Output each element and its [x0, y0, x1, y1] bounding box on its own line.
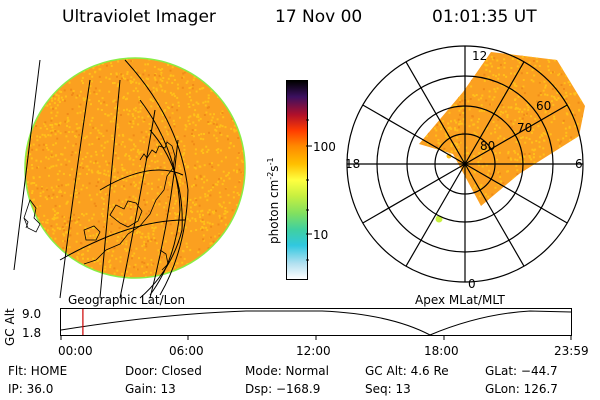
altitude-xtick-1: 06:00	[169, 344, 204, 358]
mlt-label-18: 18	[345, 157, 360, 171]
colorbar-tick-10: 10	[313, 228, 329, 242]
colorbar-tick-100: 100	[313, 140, 336, 154]
date-label: 17 Nov 00	[275, 7, 363, 27]
altitude-xtick-4: 23:59	[554, 344, 589, 358]
auroral-image	[419, 52, 585, 206]
left-panel-caption: Geographic Lat/Lon	[68, 293, 186, 307]
gain-status: Gain: 13	[125, 382, 176, 396]
seq-status: Seq: 13	[365, 382, 411, 396]
door-status: Door: Closed	[125, 364, 202, 378]
ip-status: IP: 36.0	[8, 382, 54, 396]
coastlines	[23, 141, 176, 271]
mlt-label-0: 0	[468, 277, 476, 291]
mlt-label-12: 12	[472, 49, 487, 63]
altitude-xtick-2: 12:00	[296, 344, 331, 358]
colorbar-axis	[306, 119, 312, 261]
lat-label-70: 70	[517, 121, 532, 135]
colorbar-unit-label: photon cm-2s-1	[266, 157, 281, 244]
altitude-xtick-3: 18:00	[424, 344, 459, 358]
gc-alt-status: GC Alt: 4.6 Re	[365, 364, 449, 378]
altitude-plot	[60, 308, 572, 340]
glon-status: GLon: 126.7	[485, 382, 558, 396]
glat-status: GLat: −44.7	[485, 364, 558, 378]
lat-label-80: 80	[480, 139, 495, 153]
geographic-image	[13, 57, 246, 299]
right-panel-caption: Apex MLat/MLT	[415, 293, 505, 307]
time-label: 01:01:35 UT	[432, 7, 537, 27]
lat-lon-grid	[13, 59, 189, 299]
altitude-ytick-high: 9.0	[22, 307, 42, 321]
polar-plot: 12 18 6 0 60 70 80	[345, 45, 585, 291]
altitude-ytick-low: 1.8	[22, 326, 42, 340]
altitude-curve	[60, 310, 572, 336]
dsp-status: Dsp: −168.9	[245, 382, 321, 396]
polar-grid	[346, 45, 584, 283]
mlt-label-6: 6	[575, 157, 583, 171]
flight-status: Flt: HOME	[8, 364, 68, 378]
lat-label-60: 60	[536, 99, 551, 113]
mode-status: Mode: Normal	[245, 364, 329, 378]
altitude-ylabel: GC Alt	[3, 308, 17, 346]
earth-limb	[24, 57, 246, 279]
instrument-title: Ultraviolet Imager	[62, 7, 216, 27]
altitude-xtick-0: 00:00	[58, 344, 93, 358]
